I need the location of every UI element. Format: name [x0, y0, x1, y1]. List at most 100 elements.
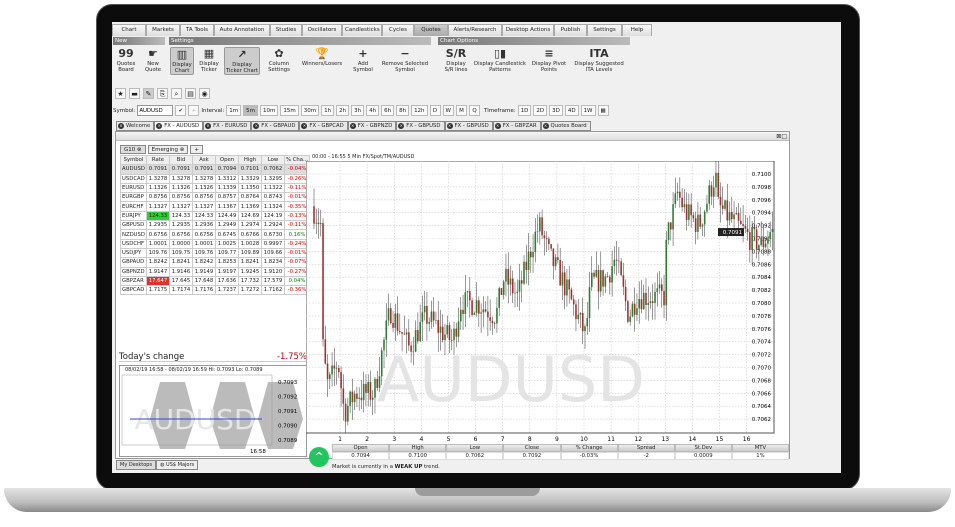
close-tab-icon[interactable]: × — [118, 123, 124, 129]
timeframe-1W[interactable]: 1W — [580, 105, 596, 116]
quote-tab[interactable]: + — [190, 145, 203, 154]
calendar-icon[interactable]: ▦ — [597, 105, 609, 116]
tab-us-majors[interactable]: ◍ US$ Majors — [156, 460, 199, 470]
quote-tab[interactable]: Emerging ⊗ — [147, 145, 189, 154]
doc-tab[interactable]: × FX - AUDUSD — [154, 121, 204, 131]
doc-tab[interactable]: × FX - GBPCAD — [299, 121, 348, 131]
menu-tab-markets[interactable]: Markets — [146, 24, 180, 36]
menu-tab-chart[interactable]: Chart — [112, 24, 146, 36]
ribbon-button-column-settings[interactable]: ✿ Column Settings — [263, 47, 295, 73]
ribbon-button-quotes-board[interactable]: 99 Quotes Board — [114, 47, 138, 73]
ribbon-button-display-chart[interactable]: ▥ Display Chart — [170, 47, 194, 75]
ribbon-button-display-s-r-lines[interactable]: S/R Display S/R lines — [442, 47, 470, 73]
toolbar-icon-1[interactable]: ▬ — [129, 88, 140, 99]
interval-W[interactable]: W — [442, 105, 454, 116]
table-row[interactable]: GBPCAD 1.7175 1.7174 1.7176 1.7237 1.7272 1.71… — [120, 285, 311, 296]
doc-tab[interactable]: × FX - GBPZAR — [492, 121, 541, 131]
menu-tab-alerts-research[interactable]: Alerts/Research — [448, 24, 502, 36]
ribbon-button-display-pivot-points[interactable]: ≡ Display Pivot Points — [530, 47, 568, 73]
column-header[interactable]: Bid — [169, 154, 193, 166]
close-tab-icon[interactable]: × — [205, 123, 212, 129]
ribbon-button-display-ticker[interactable]: ▦ Display Ticker — [197, 47, 221, 73]
menu-tab-settings[interactable]: Settings — [587, 24, 622, 36]
toolbar-icon-5[interactable]: ▤ — [185, 88, 196, 99]
interval-4h[interactable]: 4h — [366, 105, 380, 116]
interval-3h[interactable]: 3h — [351, 105, 365, 116]
table-row[interactable]: GBPZAR 17.647 17.645 17.648 17.636 17.732 17.5… — [120, 275, 311, 287]
symbol-input[interactable] — [137, 105, 174, 116]
interval-D[interactable]: D — [429, 105, 441, 116]
menu-tab-ta-tools[interactable]: TA Tools — [180, 24, 214, 36]
interval-12h[interactable]: 12h — [411, 105, 428, 116]
tab-my-desktops[interactable]: My Desktops — [116, 460, 157, 470]
timeframe-4D[interactable]: 4D — [564, 105, 579, 116]
doc-tab[interactable]: × FX - GBPUSD — [396, 121, 445, 131]
column-header[interactable]: Open — [215, 154, 239, 166]
timeframe-2D[interactable]: 2D — [533, 105, 548, 116]
close-tab-icon[interactable]: × — [542, 123, 549, 129]
window-controls-icon[interactable]: ⊠□ — [776, 133, 787, 140]
toolbar-icon-6[interactable]: ◉ — [199, 88, 210, 99]
interval-5m[interactable]: 5m — [243, 105, 258, 116]
close-tab-icon[interactable]: × — [253, 123, 260, 129]
interval-2h[interactable]: 2h — [336, 105, 350, 116]
close-tab-icon[interactable]: × — [156, 123, 163, 129]
interval-M[interactable]: M — [456, 105, 467, 116]
toolbar-icon-3[interactable]: ⎘ — [157, 88, 168, 99]
interval-6h[interactable]: 6h — [381, 105, 395, 116]
table-row[interactable]: USDCAD 1.3278 1.3278 1.3278 1.3312 1.3329 1.32… — [120, 173, 311, 184]
quote-tab[interactable]: G10 ⊗ — [120, 145, 146, 154]
timeframe-1D[interactable]: 1D — [517, 105, 532, 116]
close-icon[interactable]: ⊗ — [135, 147, 142, 153]
interval-15m[interactable]: 15m — [280, 105, 299, 116]
close-tab-icon[interactable]: × — [398, 123, 405, 129]
menu-tab-publish[interactable]: Publish — [554, 24, 587, 36]
column-header[interactable]: High — [238, 154, 262, 166]
table-row[interactable]: NZDUSD 0.6756 0.6756 0.6756 0.6745 0.6766 0.67… — [120, 229, 311, 240]
interval-Q[interactable]: Q — [469, 105, 480, 116]
interval-8h[interactable]: 8h — [396, 105, 410, 116]
table-row[interactable]: GBPAUD 1.8242 1.8241 1.8242 1.8253 1.8241 1.82… — [120, 257, 311, 268]
ribbon-button-display-suggested-ita-levels[interactable]: ITA Display Suggested ITA Levels — [571, 47, 627, 73]
close-tab-icon[interactable]: × — [301, 123, 308, 129]
toolbar-icon-4[interactable]: ⌕ — [171, 88, 182, 99]
doc-tab[interactable]: × FX - GBPNZD — [347, 121, 397, 131]
close-tab-icon[interactable]: × — [446, 123, 453, 129]
doc-tab[interactable]: × Quotes Board — [540, 121, 591, 131]
price-chart[interactable]: 1 2 3 4 5 6 7 8 9 10 11 12 13 14 15 160.71000.70980.709… — [306, 161, 781, 446]
ribbon-button-display-candlestick-patterns[interactable]: ▯▮ Display Candlestick Patterns — [473, 47, 527, 73]
doc-tab[interactable]: × Welcome — [116, 121, 155, 131]
doc-tab[interactable]: × FX - GBPUSD — [444, 121, 493, 131]
interval-1m[interactable]: 1m — [226, 105, 242, 116]
menu-tab-candlesticks[interactable]: Candlesticks — [342, 24, 382, 36]
column-header[interactable]: Low — [261, 154, 285, 166]
table-row[interactable]: EURCHF 1.1327 1.1327 1.1327 1.1367 1.1369 1.13… — [120, 201, 311, 212]
menu-tab-oscillators[interactable]: Oscillators — [302, 24, 342, 36]
menu-tab-auto-annotation[interactable]: Auto Annotation — [214, 24, 270, 36]
table-row[interactable]: EURGBP 0.8756 0.8756 0.8756 0.8757 0.8764 0.87… — [120, 192, 311, 203]
table-row[interactable]: EURUSD 1.1326 1.1326 1.1326 1.1339 1.1350 1.13… — [120, 182, 311, 194]
ribbon-button-remove-selected-symbol[interactable]: − Remove Selected Symbol — [380, 47, 430, 73]
toolbar-icon-2[interactable]: ✎ — [143, 88, 154, 99]
column-header[interactable]: Ask — [192, 154, 216, 166]
ribbon-button-display-ticker-chart[interactable]: ↗ Display Ticker Chart — [224, 47, 260, 75]
menu-tab-desktop-actions[interactable]: Desktop Actions — [502, 24, 554, 36]
doc-tab[interactable]: × FX - GBPAUD — [251, 121, 300, 131]
menu-tab-cycles[interactable]: Cycles — [382, 24, 414, 36]
timeframe-3D[interactable]: 3D — [549, 105, 563, 116]
ribbon-button-new-quote[interactable]: ☛ New Quote — [141, 47, 165, 73]
table-row[interactable]: USDCHF 1.0001 1.0000 1.0001 1.0025 1.0028 0.99… — [120, 238, 311, 249]
confirm-symbol-button[interactable]: ✔ — [175, 105, 187, 116]
menu-tab-help[interactable]: Help — [622, 24, 652, 36]
column-header[interactable]: Rate — [146, 154, 170, 166]
table-row[interactable]: EURJPY 124.33 124.33 124.33 124.49 124.69 124.… — [120, 210, 311, 222]
ribbon-button-winners-losers[interactable]: 🏆 Winners/Losers — [298, 47, 346, 67]
menu-tab-studies[interactable]: Studies — [270, 24, 302, 36]
interval-30m[interactable]: 30m — [300, 105, 320, 116]
interval-10m[interactable]: 10m — [259, 105, 279, 116]
doc-tab[interactable]: × FX - EURUSD — [203, 121, 252, 131]
column-header[interactable]: Symbol — [120, 154, 147, 166]
close-tab-icon[interactable]: × — [494, 123, 501, 129]
table-row[interactable]: USDJPY 109.76 109.75 109.76 109.77 109.89 109.… — [120, 247, 311, 259]
table-row[interactable]: GBPNZD 1.9147 1.9146 1.9149 1.9197 1.9245 1.91… — [120, 266, 311, 277]
